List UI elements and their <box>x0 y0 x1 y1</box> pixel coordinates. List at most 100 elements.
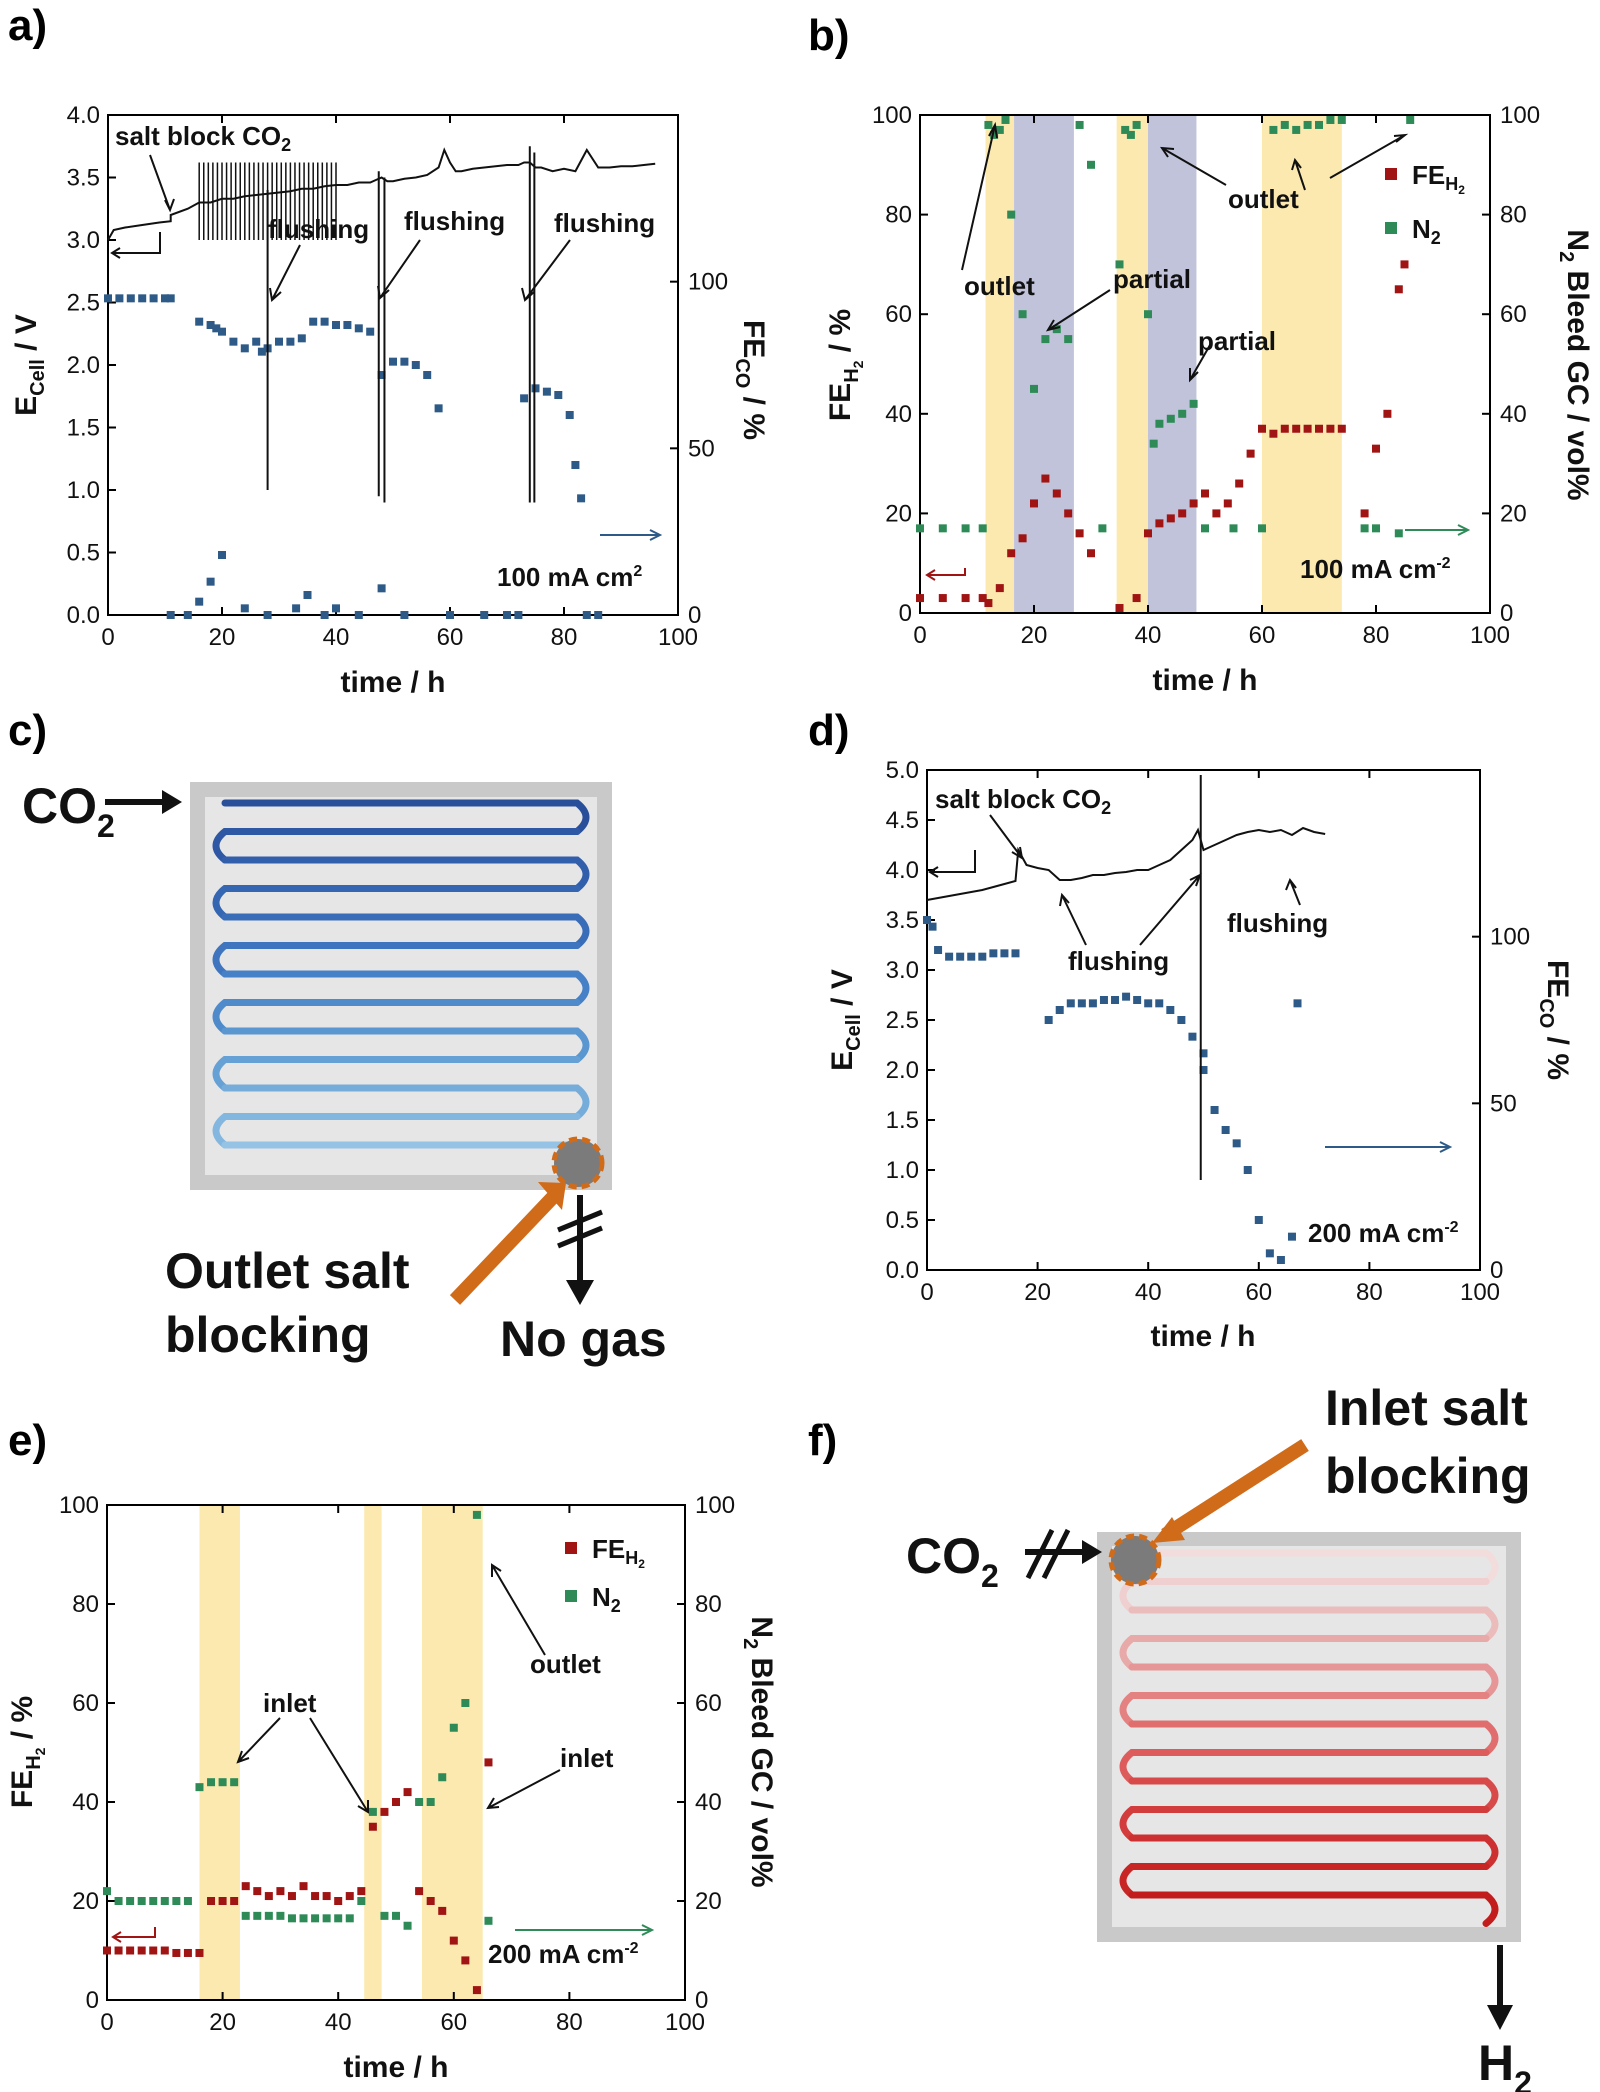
chart-a-ylabel: ECell / V <box>10 314 49 416</box>
n2-point <box>1166 414 1175 423</box>
y2-tick-label: 20 <box>695 1888 722 1915</box>
inlet-orange-arrow <box>1161 1439 1309 1541</box>
fe-co-point <box>161 294 169 303</box>
fe-co-point <box>195 317 204 326</box>
n2-point <box>1292 125 1301 134</box>
fe-h2-point <box>322 1892 331 1901</box>
fe-h2-point <box>1246 449 1255 458</box>
channel-segment <box>1119 1749 1490 1785</box>
chart-d-y2label: FECO / % <box>1535 960 1574 1080</box>
n2-point <box>241 1911 250 1920</box>
fe-co-point <box>480 611 489 619</box>
chart-e-xlabel: time / h <box>343 2051 448 2084</box>
n2-point <box>1406 115 1415 124</box>
fe-h2-point <box>1075 529 1084 538</box>
highlight-band-grey <box>1014 115 1074 613</box>
y-tick-label: 100 <box>59 1492 99 1519</box>
n2-point <box>1064 335 1073 344</box>
highlight-band-yellow <box>1262 115 1342 613</box>
chart-b-ann-outlet1: outlet <box>964 271 1035 301</box>
fe-co-point <box>956 952 965 961</box>
panel-letter-d: d) <box>808 706 850 755</box>
fe-co-point <box>945 952 954 961</box>
chart-e-legend-n2-swatch <box>565 1590 577 1602</box>
fe-co-point <box>1199 1066 1208 1074</box>
n2-point <box>334 1914 343 1923</box>
n2-point <box>195 1783 204 1792</box>
n2-point <box>114 1897 123 1905</box>
n2-point <box>1149 439 1158 448</box>
fe-co-point <box>514 611 523 619</box>
y-tick-label: 60 <box>72 1690 99 1717</box>
n2-point <box>1189 399 1198 408</box>
fe-co-point <box>218 327 226 336</box>
fe-co-point <box>967 952 976 961</box>
n2-point <box>345 1914 354 1923</box>
fe-h2-point <box>1144 529 1152 538</box>
x-tick-label: 20 <box>209 2009 236 2036</box>
highlight-band-yellow <box>1116 115 1148 613</box>
fe-co-point <box>934 946 943 954</box>
chart-e-legend-n2: N2 <box>592 1582 621 1616</box>
chart-b-xlabel: time / h <box>1152 664 1257 697</box>
y-tick-label: 1.5 <box>67 415 100 442</box>
co2-inlet-arrowhead <box>162 790 182 814</box>
y-tick-label: 0.5 <box>67 540 100 567</box>
y-tick-label: 0 <box>86 1987 99 2014</box>
chart-e-ann-current: 200 mA cm-2 <box>488 1939 639 1969</box>
fe-co-point <box>1254 1216 1263 1224</box>
n2-point <box>1144 310 1152 319</box>
fe-h2-point <box>160 1946 169 1955</box>
channel-segment <box>1119 1692 1490 1728</box>
inlet-orange-arrowhead <box>1152 1517 1185 1543</box>
serpentine-channel-f <box>1119 1549 1499 1927</box>
n2-point <box>1372 524 1380 533</box>
fe-h2-point <box>241 1882 250 1891</box>
fe-h2-point <box>230 1897 239 1905</box>
channel-segment <box>1128 1834 1499 1870</box>
fe-co-point <box>166 294 175 303</box>
panel-letter-c: c) <box>8 706 47 755</box>
fe-co-point <box>166 611 175 619</box>
y2-tick-label: 100 <box>695 1492 735 1519</box>
ecell-line <box>107 147 656 241</box>
co2-blocked-arrowhead <box>1082 1540 1102 1564</box>
chart-d-ann-salt-block: salt block CO2 <box>935 784 1111 818</box>
chart-a-ann-current: 100 mA cm2 <box>497 562 642 592</box>
fe-co-point <box>503 611 511 619</box>
fe-co-point <box>1077 999 1086 1008</box>
fe-h2-point <box>1337 424 1346 433</box>
fe-h2-point <box>276 1887 285 1896</box>
ecell-line <box>926 826 1326 901</box>
x-tick-label: 20 <box>1024 1279 1051 1306</box>
fe-co-point <box>1155 999 1164 1008</box>
channel-segment <box>212 1113 581 1149</box>
fe-co-point <box>297 334 306 343</box>
x-tick-label: 60 <box>1245 1279 1272 1306</box>
fe-co-point <box>332 604 340 613</box>
fe-co-point <box>1188 1032 1197 1041</box>
chart-a-xlabel: time / h <box>340 666 445 699</box>
y-tick-label: 0.0 <box>67 602 100 629</box>
n2-point <box>438 1773 447 1782</box>
fe-co-point <box>1287 1232 1296 1241</box>
fe-co-point <box>1000 949 1009 958</box>
channel-segment <box>1119 1635 1490 1671</box>
fe-co-point <box>1055 1006 1064 1014</box>
fe-h2-point <box>1212 509 1221 518</box>
fe-h2-point <box>415 1887 424 1896</box>
fe-h2-point <box>137 1946 146 1955</box>
fe-h2-point <box>1155 519 1164 528</box>
x-tick-label: 80 <box>551 624 578 651</box>
chart-d-ann-flushing2: flushing <box>1227 908 1328 938</box>
chart-e-ann-inlet2: inlet <box>560 1743 614 1773</box>
fe-co-point <box>1210 1106 1219 1114</box>
panel-f-caption2: blocking <box>1325 1448 1531 1504</box>
fe-co-point <box>377 371 386 379</box>
channel-segment <box>1128 1777 1499 1813</box>
y2-tick-label: 50 <box>1490 1090 1517 1117</box>
fe-co-point <box>257 347 266 356</box>
fe-h2-point <box>1166 514 1175 523</box>
channel-segment <box>212 885 581 921</box>
